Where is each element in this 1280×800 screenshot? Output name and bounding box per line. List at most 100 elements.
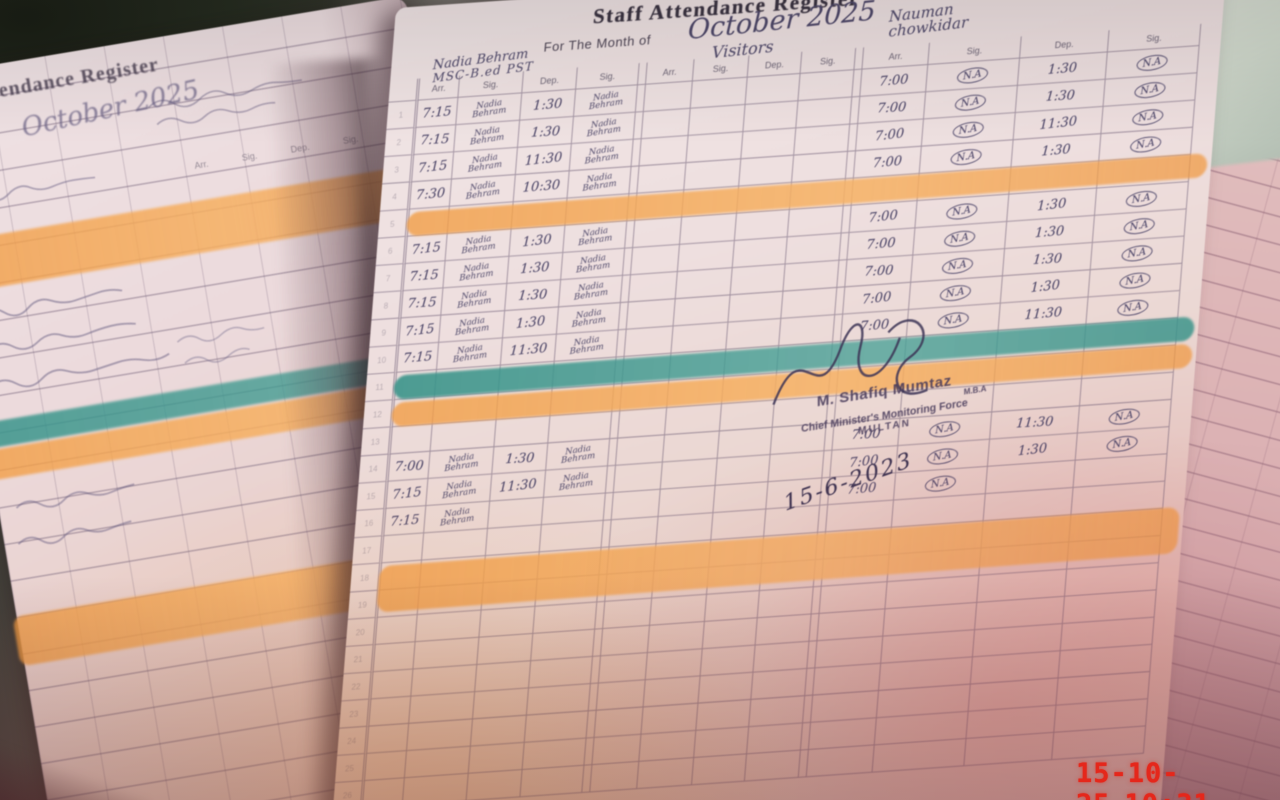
departure-time: 1:30 [517, 286, 548, 304]
row-serial-cell: 6 [375, 236, 408, 267]
visitor-empty-cell [626, 299, 676, 330]
staff-arrival-cell [369, 696, 412, 727]
row-serial-cell: 4 [379, 182, 413, 212]
staff-signature: Nadia Behram [588, 89, 623, 112]
visitor-empty-cell [696, 699, 752, 731]
staff-departure-cell: 1:30 [505, 280, 562, 312]
visitor-empty-cell [603, 598, 653, 630]
row-serial-number: 26 [342, 790, 353, 800]
guard-signature: N.A [952, 119, 984, 140]
row-serial-cell: 8 [371, 291, 404, 321]
visitor-empty-cell [791, 151, 848, 183]
serial-header-cell [388, 78, 421, 103]
row-serial-number: 11 [375, 382, 385, 392]
departure-time: 1:30 [1032, 250, 1063, 268]
staff-arrival-cell [390, 424, 433, 455]
departure-time: 11:30 [509, 340, 548, 359]
visitor-empty-cell [620, 380, 670, 412]
visitor-empty-cell [702, 618, 758, 650]
row-serial-cell: 9 [369, 318, 402, 348]
visitor-empty-cell [741, 128, 797, 160]
guard-signature: N.A [1134, 79, 1166, 100]
guard-signature: N.A [1123, 215, 1155, 236]
row-serial-cell: 18 [349, 563, 383, 593]
row-serial-cell: 11 [364, 372, 398, 403]
visitor-empty-cell [743, 101, 799, 133]
staff-arrival-cell: 7:15 [412, 152, 455, 183]
arrival-time: 7:00 [868, 207, 898, 226]
visitor-empty-cell [690, 77, 748, 109]
visitor-empty-cell [607, 544, 657, 575]
arrival-time: 7:30 [415, 185, 446, 203]
row-serial-number: 3 [394, 164, 400, 175]
departure-time: 1:30 [504, 450, 536, 467]
visitor-empty-cell [671, 322, 729, 354]
guard-signature: N.A [1108, 406, 1140, 427]
row-serial-cell: 19 [347, 590, 380, 620]
visitor-empty-cell [677, 240, 735, 272]
column-header: Sig. [1145, 32, 1163, 44]
staff-arrival-cell: 7:15 [403, 261, 446, 292]
visitor-empty-cell [637, 163, 687, 194]
staff-departure-cell: 10:30 [513, 171, 570, 203]
row-serial-number: 20 [355, 627, 366, 637]
handwriting-scribble [12, 509, 154, 556]
departure-time: 11:30 [498, 476, 537, 496]
visitor-empty-cell [691, 754, 747, 786]
visitor-empty-cell [628, 271, 678, 303]
visitor-empty-cell [635, 190, 685, 221]
staff-signature: Nadia Behram [461, 233, 496, 256]
departure-time: 1:30 [532, 95, 563, 114]
staff-departure-cell [483, 552, 540, 584]
column-header: Dep. [764, 58, 785, 70]
arrival-time: 7:00 [861, 289, 892, 308]
visitor-empty-cell [641, 108, 691, 140]
visitor-empty-cell [698, 672, 754, 704]
visitor-empty-cell [675, 268, 733, 300]
register-cover-corner [0, 742, 150, 800]
visitor-empty-cell [647, 621, 705, 654]
handwriting-scribble [10, 469, 172, 519]
handwriting-scribble [0, 308, 168, 362]
guard-signature: N.A [1136, 52, 1168, 73]
staff-column-header-cell: Arr. [418, 75, 461, 101]
staff-arrival-cell: 7:15 [384, 506, 427, 537]
visitor-empty-cell [759, 560, 816, 592]
row-serial-number: 10 [376, 355, 387, 365]
row-serial-cell: 13 [360, 427, 393, 457]
visitor-empty-cell [755, 614, 812, 646]
visitor-empty-cell [654, 540, 712, 572]
row-serial-number: 17 [361, 545, 372, 556]
visitor-empty-cell [768, 451, 825, 483]
visitor-empty-cell [611, 489, 661, 521]
row-serial-cell: 10 [367, 345, 400, 375]
row-serial-number: 7 [385, 273, 391, 283]
row-serial-number: 14 [368, 463, 378, 474]
camera-timestamp: 15-10-2510:31 [1076, 758, 1280, 800]
departure-time: 1:30 [1047, 59, 1078, 78]
staff-signature: Nadia Behram [465, 178, 500, 202]
departure-time: 11:30 [524, 149, 563, 169]
visitor-empty-cell [706, 563, 762, 595]
row-serial-cell: 22 [341, 672, 374, 702]
row-serial-number: 12 [372, 409, 383, 420]
register-subtitle: For The Month of [543, 32, 652, 55]
staff-departure-cell [468, 742, 525, 774]
departure-time: 10:30 [521, 177, 561, 196]
staff-signature: Nadia Behram [573, 279, 608, 302]
guard-signature: N.A [924, 473, 956, 494]
staff-arrival-cell [367, 723, 410, 754]
visitor-empty-cell [734, 210, 790, 241]
visitor-empty-cell [613, 462, 663, 493]
row-serial-number: 6 [387, 246, 393, 256]
visitor-empty-cell [711, 509, 767, 541]
staff-arrival-cell [371, 669, 414, 700]
visitor-empty-cell [745, 73, 801, 105]
staff-arrival-cell: 7:15 [386, 478, 429, 509]
guard-signature: N.A [1117, 297, 1149, 318]
visitor-empty-cell [596, 680, 646, 711]
guard-signature: N.A [950, 146, 982, 167]
row-serial-number: 9 [381, 327, 387, 338]
row-serial-cell: 24 [337, 726, 370, 756]
